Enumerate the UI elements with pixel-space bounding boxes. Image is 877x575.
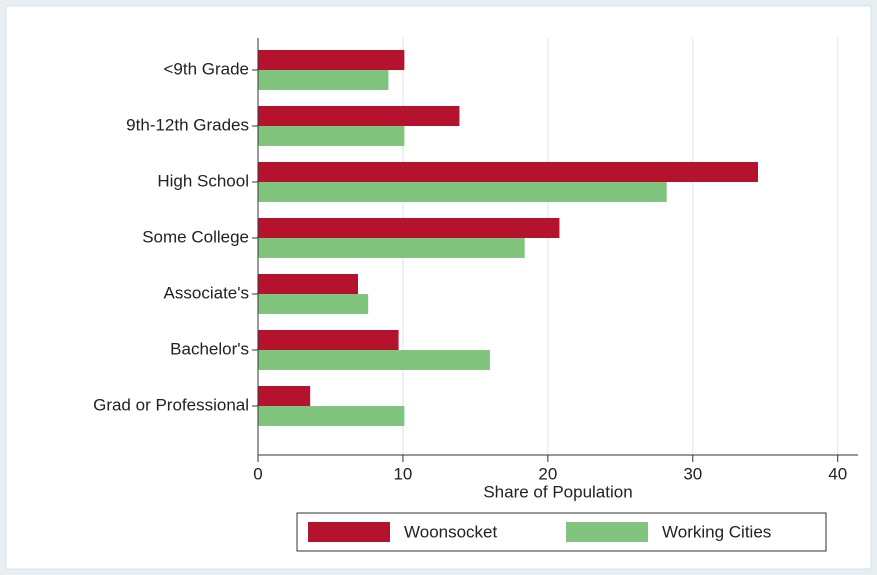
bar <box>258 70 389 90</box>
y-tick-label: Associate's <box>164 283 249 302</box>
bar <box>258 294 369 314</box>
bar <box>258 330 399 350</box>
bar <box>258 126 405 146</box>
x-tick-label: 0 <box>253 464 262 483</box>
bar <box>258 238 525 258</box>
y-tick-label: 9th-12th Grades <box>126 115 249 134</box>
y-tick-label: Grad or Professional <box>93 395 249 414</box>
bar <box>258 106 460 126</box>
bar <box>258 218 560 238</box>
bar <box>258 274 358 294</box>
y-tick-label: <9th Grade <box>163 59 249 78</box>
legend-swatch <box>566 522 648 542</box>
y-tick-label: Bachelor's <box>170 339 249 358</box>
legend-box <box>296 512 827 552</box>
legend-label: Woonsocket <box>404 522 498 541</box>
bar <box>258 162 758 182</box>
x-tick-label: 10 <box>393 464 412 483</box>
bar <box>258 50 405 70</box>
legend-swatch <box>308 522 390 542</box>
y-tick-label: High School <box>157 171 249 190</box>
bar <box>258 386 311 406</box>
bar <box>258 350 490 370</box>
x-axis-title: Share of Population <box>483 482 632 501</box>
x-tick-label: 40 <box>828 464 847 483</box>
bar <box>258 182 667 202</box>
bar <box>258 406 405 426</box>
chart-background <box>5 5 872 570</box>
legend-label: Working Cities <box>662 522 771 541</box>
x-tick-label: 30 <box>683 464 702 483</box>
y-tick-label: Some College <box>142 227 249 246</box>
x-tick-label: 20 <box>538 464 557 483</box>
